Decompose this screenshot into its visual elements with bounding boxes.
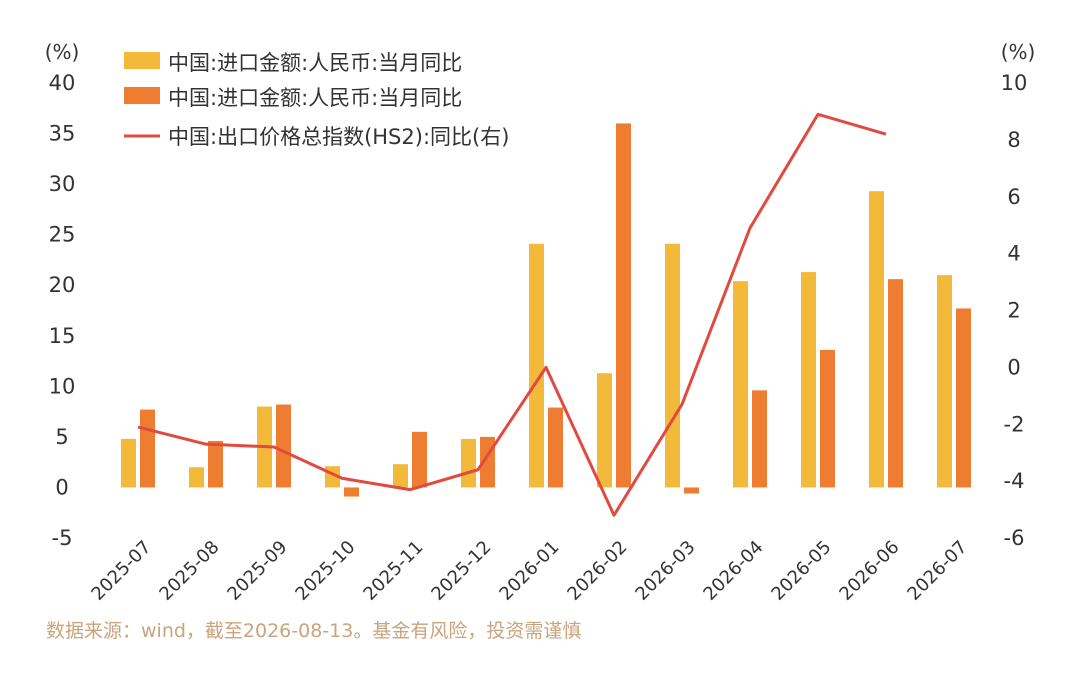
bar-series1	[121, 438, 136, 488]
left-axis-tick: 10	[49, 374, 76, 398]
left-axis-tick: 25	[49, 223, 76, 247]
right-axis-tick: 2	[1007, 299, 1020, 323]
legend-label: 中国:出口价格总指数(HS2):同比(右)	[168, 125, 509, 149]
bar-series2	[208, 440, 223, 488]
bar-series2	[140, 409, 155, 488]
right-axis-tick: -4	[1004, 469, 1025, 493]
right-axis-tick: 4	[1007, 242, 1020, 266]
bar-series2	[616, 123, 631, 488]
legend-label: 中国:进口金额:人民币:当月同比	[168, 86, 462, 110]
legend-swatch	[124, 52, 160, 69]
bar-series1	[733, 281, 748, 488]
x-axis-tick: 2026-07	[903, 537, 971, 605]
bar-series2	[276, 404, 291, 488]
bar-series1	[665, 243, 680, 488]
right-axis-tick: -6	[1004, 526, 1025, 550]
x-axis-tick: 2026-04	[699, 537, 767, 605]
right-axis-tick: 6	[1007, 185, 1020, 209]
left-axis-tick: 5	[55, 425, 68, 449]
left-axis-tick: 0	[55, 475, 68, 499]
left-axis-unit: (%)	[45, 40, 80, 64]
legend-label: 中国:进口金额:人民币:当月同比	[168, 51, 462, 75]
bar-series1	[393, 464, 408, 488]
bar-series1	[597, 373, 612, 488]
x-axis-tick: 2026-01	[495, 537, 563, 605]
left-axis-tick: 15	[49, 324, 76, 348]
bar-series2	[956, 308, 971, 488]
bar-series1	[189, 467, 204, 488]
x-axis-tick: 2025-12	[427, 537, 495, 605]
line-series-export-price	[137, 112, 887, 517]
x-axis-tick: 2025-10	[291, 537, 359, 605]
bar-series1	[937, 275, 952, 488]
bar-series2	[752, 390, 767, 488]
bar-series2	[344, 487, 359, 497]
left-axis-tick: 20	[49, 273, 76, 297]
bar-series1	[801, 272, 816, 488]
bar-series2	[820, 349, 835, 488]
x-axis-tick: 2025-09	[223, 537, 291, 605]
left-axis-tick: 30	[49, 172, 76, 196]
bar-series1	[869, 191, 884, 488]
bar-series2	[684, 487, 699, 494]
x-axis-tick: 2025-08	[155, 537, 223, 605]
source-note: 数据来源：wind，截至2026-08-13。基金有风险，投资需谨慎	[46, 620, 582, 642]
left-axis-tick: 40	[49, 71, 76, 95]
right-axis-unit: (%)	[1001, 40, 1036, 64]
x-axis-tick: 2025-11	[359, 537, 427, 605]
x-axis-tick: 2026-05	[767, 537, 835, 605]
x-axis-tick: 2026-06	[835, 537, 903, 605]
bar-series1	[461, 438, 476, 488]
legend-swatch	[124, 87, 160, 104]
bar-series1	[529, 243, 544, 488]
left-axis-tick: -5	[52, 526, 73, 550]
x-axis-tick: 2025-07	[87, 537, 155, 605]
x-axis-tick: 2026-03	[631, 537, 699, 605]
bar-series2	[412, 431, 427, 488]
right-axis-tick: 0	[1007, 355, 1020, 379]
right-axis-tick: 10	[1001, 71, 1028, 95]
bar-series2	[548, 407, 563, 488]
bar-series2	[888, 279, 903, 488]
x-axis-tick: 2026-02	[563, 537, 631, 605]
right-axis-tick: -2	[1004, 412, 1025, 436]
left-axis-tick: 35	[49, 122, 76, 146]
right-axis-tick: 8	[1007, 128, 1020, 152]
